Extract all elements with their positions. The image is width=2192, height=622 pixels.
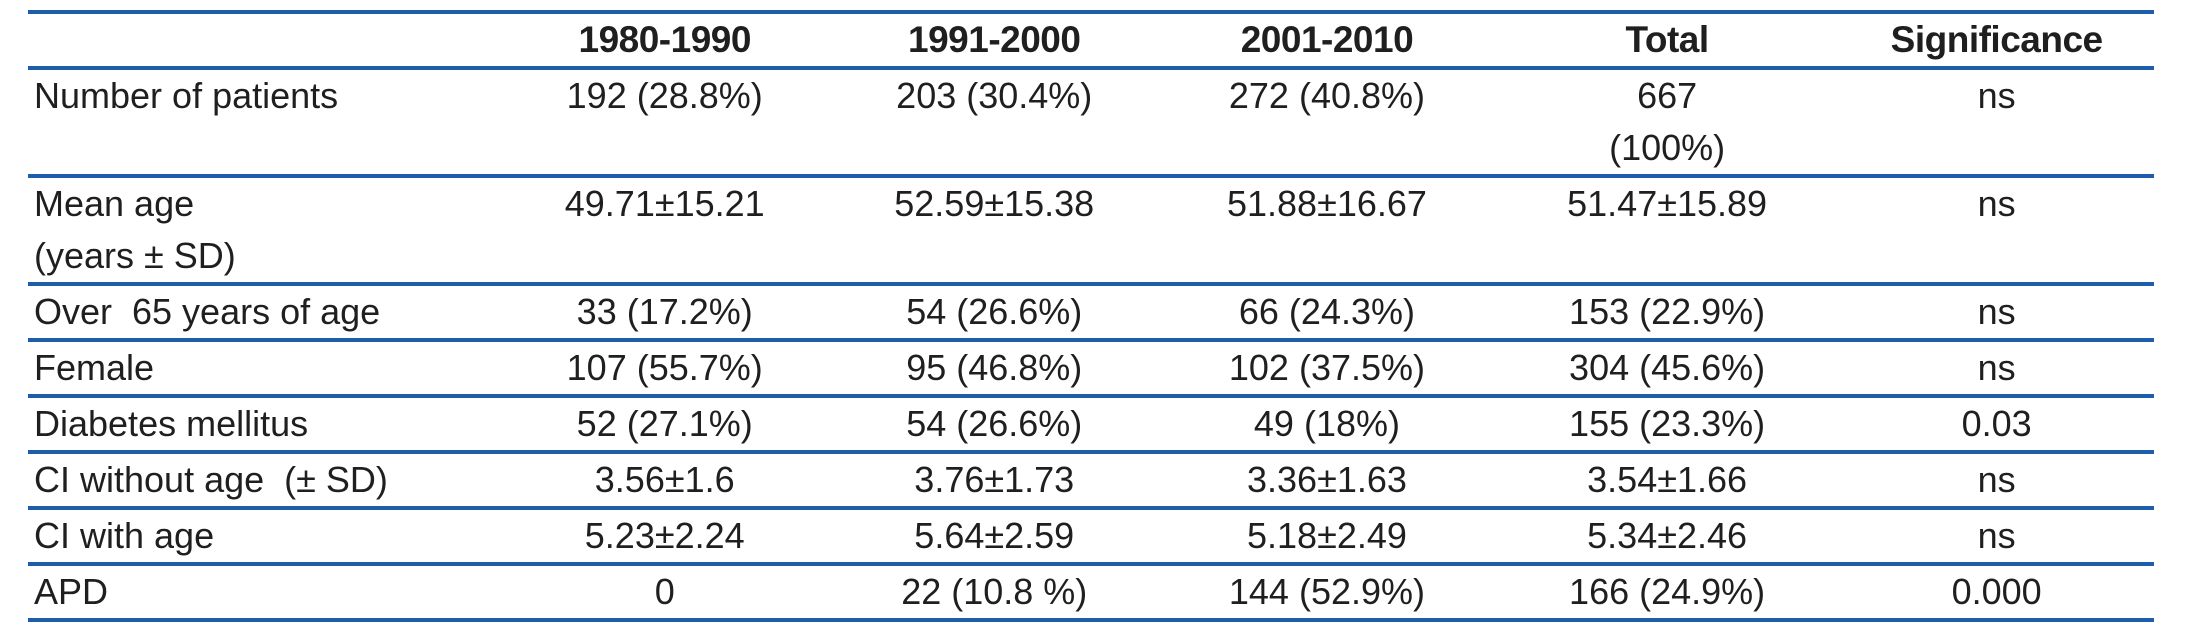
- table-row-mean-age: Mean age (years ± SD) 49.71±15.21 52.59±…: [28, 176, 2154, 284]
- row-label: Mean age (years ± SD): [34, 183, 236, 276]
- cell-value: 155 (23.3%): [1569, 403, 1766, 444]
- table-row-ci-with-age: CI with age 5.23±2.24 5.64±2.59 5.18±2.4…: [28, 508, 2154, 564]
- cell-value: 95 (46.8%): [906, 347, 1083, 388]
- cell-value: 0.000: [1951, 571, 2042, 612]
- cell-value: 102 (37.5%): [1228, 347, 1426, 388]
- header-significance: Significance: [1890, 19, 2103, 60]
- cell-value: 0: [654, 571, 675, 612]
- header-period-2001-2010: 2001-2010: [1240, 19, 1414, 60]
- cell-value: 192 (28.8%): [566, 75, 763, 116]
- cell-value: 33 (17.2%): [576, 291, 753, 332]
- cell-value: 272 (40.8%): [1228, 75, 1426, 116]
- cell-value: 203 (30.4%): [896, 75, 1093, 116]
- cell-value: ns: [1977, 291, 2016, 332]
- row-label: Number of patients: [34, 75, 339, 116]
- header-total: Total: [1625, 19, 1710, 60]
- cell-value: 49 (18%): [1253, 403, 1400, 444]
- table-row-over-65: Over 65 years of age 33 (17.2%) 54 (26.6…: [28, 284, 2154, 340]
- cell-value: 22 (10.8 %): [901, 571, 1088, 612]
- row-label: CI with age: [34, 515, 215, 556]
- cell-value: 3.76±1.73: [914, 459, 1075, 500]
- cell-value: ns: [1977, 75, 2016, 116]
- table-row-diabetes-mellitus: Diabetes mellitus 52 (27.1%) 54 (26.6%) …: [28, 396, 2154, 452]
- cell-value: 107 (55.7%): [566, 347, 763, 388]
- cell-value: 5.18±2.49: [1247, 515, 1407, 556]
- cell-value: 153 (22.9%): [1569, 291, 1766, 332]
- cell-value: 54 (26.6%): [906, 291, 1083, 332]
- table-header: 1980-1990 1991-2000 2001-2010 Total Sign…: [28, 12, 2154, 68]
- cell-value: 304 (45.6%): [1569, 347, 1766, 388]
- cell-value: 3.56±1.6: [594, 459, 735, 500]
- table-row-apd: APD 0 22 (10.8 %) 144 (52.9%) 166 (24.9%…: [28, 564, 2154, 620]
- cell-value: 166 (24.9%): [1569, 571, 1766, 612]
- table-row-number-of-patients: Number of patients 192 (28.8%) 203 (30.4…: [28, 68, 2154, 176]
- table-row-female: Female 107 (55.7%) 95 (46.8%) 102 (37.5%…: [28, 340, 2154, 396]
- cell-value: 66 (24.3%): [1238, 291, 1415, 332]
- cell-value: ns: [1977, 459, 2016, 500]
- header-period-1980-1990: 1980-1990: [578, 19, 752, 60]
- cell-value: ns: [1977, 183, 2016, 224]
- cell-value: 3.36±1.63: [1247, 459, 1407, 500]
- cell-value: 52 (27.1%): [576, 403, 753, 444]
- patient-characteristics-table-container: 1980-1990 1991-2000 2001-2010 Total Sign…: [28, 10, 2154, 622]
- row-label: Female: [34, 347, 155, 388]
- row-label: CI without age (± SD): [34, 459, 388, 500]
- cell-value: 51.88±16.67: [1226, 183, 1427, 224]
- cell-value: ns: [1977, 515, 2016, 556]
- cell-value: ns: [1977, 347, 2016, 388]
- cell-value: 5.64±2.59: [914, 515, 1075, 556]
- cell-value: 52.59±15.38: [894, 183, 1095, 224]
- table-body: Number of patients 192 (28.8%) 203 (30.4…: [28, 68, 2154, 620]
- cell-value: 54 (26.6%): [906, 403, 1083, 444]
- table-row-ci-without-age: CI without age (± SD) 3.56±1.6 3.76±1.73…: [28, 452, 2154, 508]
- row-label: Diabetes mellitus: [34, 403, 309, 444]
- cell-value: 5.34±2.46: [1587, 515, 1748, 556]
- row-label: Over 65 years of age: [34, 291, 381, 332]
- cell-value: 5.23±2.24: [584, 515, 745, 556]
- cell-value: 0.03: [1961, 403, 2032, 444]
- cell-value: 3.54±1.66: [1587, 459, 1748, 500]
- cell-value: 49.71±15.21: [564, 183, 765, 224]
- cell-value: 667 (100%): [1609, 75, 1726, 168]
- cell-value: 51.47±15.89: [1567, 183, 1768, 224]
- header-period-1991-2000: 1991-2000: [908, 19, 1081, 60]
- header-empty-label: [28, 12, 500, 68]
- row-label: APD: [34, 571, 109, 612]
- cell-value: 144 (52.9%): [1228, 571, 1426, 612]
- header-row: 1980-1990 1991-2000 2001-2010 Total Sign…: [28, 12, 2154, 68]
- patient-characteristics-table: 1980-1990 1991-2000 2001-2010 Total Sign…: [28, 10, 2154, 622]
